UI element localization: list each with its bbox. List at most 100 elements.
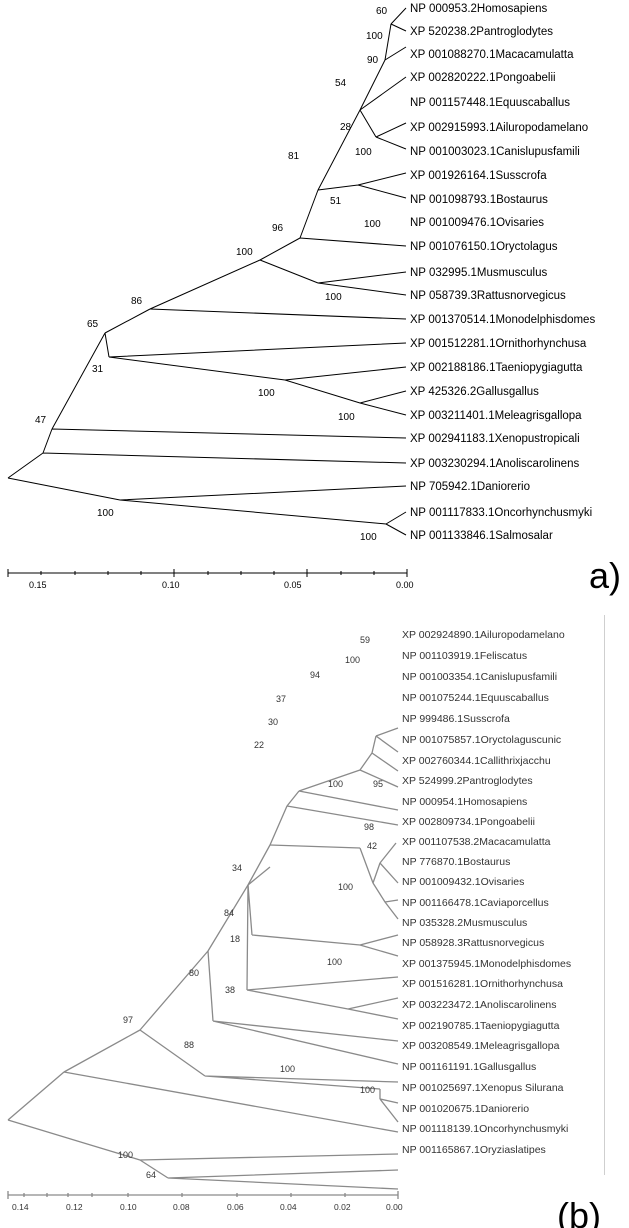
taxon-label: NP 001009432.1Ovisaries	[402, 876, 524, 888]
taxon-label: NP 001075857.1Oryctolaguscunic	[402, 734, 561, 746]
bootstrap-value: 59	[360, 635, 370, 645]
taxon-label: XP 001512281.1Ornithorhynchusa	[410, 338, 587, 350]
axis-tick-label: 0.02	[334, 1202, 351, 1212]
taxon-label: XP 003208549.1Meleagrisgallopa	[402, 1040, 560, 1052]
bootstrap-value: 54	[335, 78, 347, 89]
axis-tick-label: 0.06	[227, 1202, 244, 1212]
phylogenetic-tree-b: XP 002924890.1Ailuropodamelano NP 001103…	[0, 615, 629, 1228]
bootstrap-value: 100	[325, 292, 342, 303]
bootstrap-value: 88	[184, 1040, 194, 1050]
taxon-label: XP 002820222.1Pongoabelii	[410, 72, 556, 84]
panel-label-a: a)	[588, 555, 621, 596]
taxon-label: XP 001926164.1Susscrofa	[410, 170, 547, 182]
bootstrap-value: 86	[131, 296, 143, 307]
bootstrap-value: 28	[340, 122, 352, 133]
axis-tick-label: 0.08	[173, 1202, 190, 1212]
taxon-label: NP 058739.3Rattusnorvegicus	[410, 290, 566, 302]
taxon-label: NP 705942.1Daniorerio	[410, 481, 530, 493]
tree-b-scale-axis: 0.14 0.12 0.10 0.08 0.06 0.04 0.02 0.00	[7, 1191, 403, 1212]
taxon-label: NP 001098793.1Bostaurus	[410, 194, 548, 206]
taxon-label: XP 002941183.1Xenopustropicali	[410, 433, 580, 445]
bootstrap-value: 38	[225, 985, 235, 995]
taxon-label: NP 000953.2Homosapiens	[410, 3, 547, 15]
axis-tick-label: 0.04	[280, 1202, 297, 1212]
taxon-label: XP 002190785.1Taeniopygiagutta	[402, 1020, 560, 1032]
taxon-label: NP 001003023.1Canislupusfamili	[410, 146, 580, 158]
bootstrap-value: 100	[328, 779, 343, 789]
bootstrap-value: 98	[364, 822, 374, 832]
bootstrap-value: 100	[355, 147, 372, 158]
axis-tick-label: 0.12	[66, 1202, 83, 1212]
tree-a-branches	[7, 7, 407, 536]
bootstrap-value: 100	[338, 882, 353, 892]
taxon-label: XP 520238.2Pantroglodytes	[410, 26, 553, 38]
taxon-label: XP 003230294.1Anoliscarolinens	[410, 458, 579, 470]
bootstrap-value: 47	[35, 415, 47, 426]
phylogenetic-tree-a: NP 000953.2Homosapiens XP 520238.2Pantro…	[0, 0, 629, 600]
bootstrap-value: 51	[330, 196, 342, 207]
bootstrap-value: 18	[230, 934, 240, 944]
taxon-label: NP 001025697.1Xenopus Silurana	[402, 1082, 564, 1094]
taxon-label: XP 001370514.1Monodelphisdomes	[410, 314, 595, 326]
bootstrap-value: 31	[92, 364, 104, 375]
bootstrap-value: 60	[376, 6, 388, 17]
bootstrap-value: 100	[360, 532, 377, 543]
taxon-label: NP 001166478.1Caviaporcellus	[402, 897, 549, 909]
bootstrap-value: 37	[276, 694, 286, 704]
bootstrap-value: 94	[310, 670, 320, 680]
taxon-label: NP 001003354.1Canislupusfamili	[402, 671, 557, 683]
axis-tick-label: 0.10	[120, 1202, 137, 1212]
taxon-label: NP 001165867.1Oryziaslatipes	[402, 1144, 546, 1156]
taxon-label: NP 001009476.1Ovisaries	[410, 217, 544, 229]
bootstrap-value: 100	[258, 388, 275, 399]
taxon-label: NP 001157448.1Equuscaballus	[410, 97, 570, 109]
bootstrap-value: 84	[224, 908, 234, 918]
taxon-label: NP 001117833.1Oncorhynchusmyki	[410, 507, 592, 519]
tree-b-bootstraps: 59 100 94 37 30 22 95 100 98 42 34 100 8…	[118, 635, 383, 1180]
bootstrap-value: 100	[327, 957, 342, 967]
bootstrap-value: 90	[367, 55, 379, 66]
panel-label-b: (b)	[557, 1195, 601, 1228]
tree-a-taxa: NP 000953.2Homosapiens XP 520238.2Pantro…	[410, 3, 595, 542]
bootstrap-value: 100	[118, 1150, 133, 1160]
taxon-label: NP 058928.3Rattusnorvegicus	[402, 937, 544, 949]
bootstrap-value: 100	[360, 1085, 375, 1095]
bootstrap-value: 100	[364, 219, 381, 230]
taxon-label: XP 001375945.1Monodelphisdomes	[402, 958, 571, 970]
axis-tick-label: 0.14	[12, 1202, 29, 1212]
bootstrap-value: 65	[87, 319, 99, 330]
bootstrap-value: 42	[367, 841, 377, 851]
tree-a-bootstraps: 60 100 90 54 28 100 81 51 100 96 100 100…	[35, 6, 388, 543]
bootstrap-value: 97	[123, 1015, 133, 1025]
bootstrap-value: 100	[345, 655, 360, 665]
bootstrap-value: 95	[373, 779, 383, 789]
taxon-label: XP 002760344.1Callithrixjacchu	[402, 755, 551, 767]
taxon-label: NP 001075244.1Equuscaballus	[402, 692, 549, 704]
taxon-label: NP 776870.1Bostaurus	[402, 856, 510, 868]
axis-tick-label: 0.15	[29, 580, 47, 590]
bootstrap-value: 100	[236, 247, 253, 258]
taxon-label: NP 032995.1Musmusculus	[410, 267, 547, 279]
taxon-label: NP 001161191.1Gallusgallus	[402, 1061, 536, 1073]
taxon-label: NP 001103919.1Feliscatus	[402, 650, 527, 662]
taxon-label: XP 002809734.1Pongoabelii	[402, 816, 535, 828]
taxon-label: NP 001020675.1Daniorerio	[402, 1103, 529, 1115]
taxon-label: NP 000954.1Homosapiens	[402, 796, 527, 808]
tree-a-svg: NP 000953.2Homosapiens XP 520238.2Pantro…	[7, 3, 595, 590]
taxon-label: XP 003211401.1Meleagrisgallopa	[410, 410, 582, 422]
tree-b-svg: XP 002924890.1Ailuropodamelano NP 001103…	[7, 629, 571, 1212]
bootstrap-value: 64	[146, 1170, 156, 1180]
taxon-label: XP 001107538.2Macacamulatta	[402, 836, 551, 848]
taxon-label: XP 001088270.1Macacamulatta	[410, 49, 574, 61]
taxon-label: NP 001076150.1Oryctolagus	[410, 241, 558, 253]
tree-b-branches	[7, 727, 399, 1190]
taxon-label: XP 524999.2Pantroglodytes	[402, 775, 533, 787]
taxon-label: NP 001118139.1Oncorhynchusmyki	[402, 1123, 568, 1135]
tree-b-taxa: XP 002924890.1Ailuropodamelano NP 001103…	[402, 629, 571, 1156]
taxon-label: NP 001133846.1Salmosalar	[410, 530, 553, 542]
bootstrap-value: 81	[288, 151, 300, 162]
axis-tick-label: 0.00	[396, 580, 414, 590]
taxon-label: XP 003223472.1Anoliscarolinens	[402, 999, 557, 1011]
panel-divider	[604, 615, 605, 1175]
axis-tick-label: 0.00	[386, 1202, 403, 1212]
